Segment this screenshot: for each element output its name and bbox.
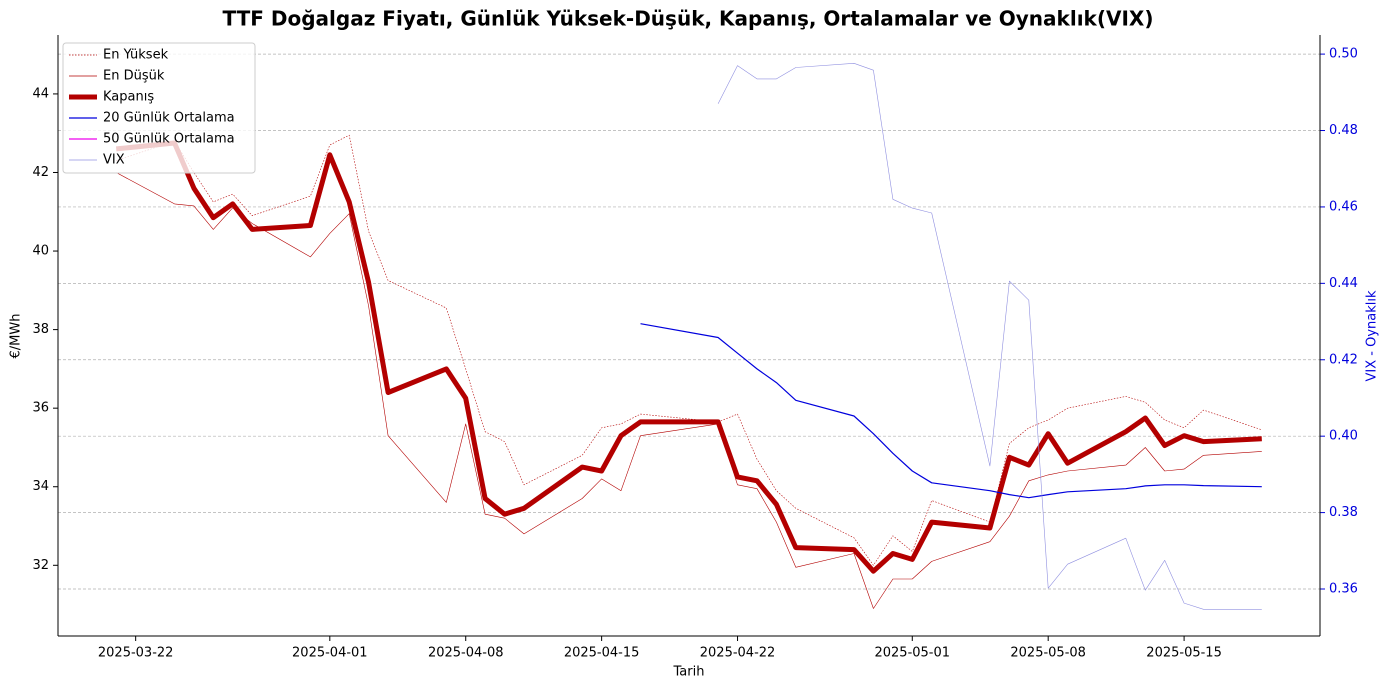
y-tick-label: 40 <box>32 244 49 259</box>
y2-axis-label: VIX - Oynaklık <box>1365 290 1380 381</box>
chart-title: TTF Doğalgaz Fiyatı, Günlük Yüksek-Düşük… <box>223 7 1154 31</box>
legend-label: 20 Günlük Ortalama <box>103 111 235 126</box>
y2-tick-label: 0.44 <box>1329 276 1358 291</box>
y2-tick-label: 0.48 <box>1329 123 1358 138</box>
y-tick-label: 32 <box>32 558 49 573</box>
y2-tick-label: 0.36 <box>1329 582 1358 597</box>
x-tick-label: 2025-03-22 <box>98 646 174 661</box>
y-axis-label: €/MWh <box>9 314 24 359</box>
legend: En Yüksek En Düşük Kapanış 20 Günlük Ortala… <box>62 42 256 174</box>
y-tick-label: 34 <box>32 479 49 494</box>
y-tick-label: 38 <box>32 322 49 337</box>
line-series <box>717 63 1262 610</box>
line-series <box>115 140 1262 574</box>
x-axis-label: Tarih <box>673 665 705 680</box>
y-tick-label: 44 <box>32 86 49 101</box>
line-series <box>640 323 1262 499</box>
x-tick-label: 2025-04-15 <box>564 646 640 661</box>
x-tick-label: 2025-04-08 <box>428 646 504 661</box>
y-tick-label: 42 <box>32 165 49 180</box>
y2-tick-label: 0.40 <box>1329 429 1358 444</box>
line-series <box>116 172 1262 609</box>
y2-tick-label: 0.46 <box>1329 199 1358 214</box>
x-tick-label: 2025-05-15 <box>1146 646 1222 661</box>
legend-label: VIX <box>103 153 125 168</box>
y2-tick-label: 0.42 <box>1329 352 1358 367</box>
x-tick-label: 2025-05-08 <box>1010 646 1086 661</box>
y2-tick-label: 0.50 <box>1329 47 1358 62</box>
x-tick-label: 2025-04-01 <box>292 646 368 661</box>
y-tick-label: 36 <box>32 401 49 416</box>
line-series <box>116 134 1262 566</box>
x-tick-label: 2025-05-01 <box>874 646 950 661</box>
x-tick-label: 2025-04-22 <box>700 646 776 661</box>
y2-tick-label: 0.38 <box>1329 505 1358 520</box>
legend-label: En Düşük <box>103 69 165 84</box>
legend-box <box>62 42 256 174</box>
legend-label: Kapanış <box>103 90 154 105</box>
legend-label: 50 Günlük Ortalama <box>103 132 235 147</box>
legend-label: En Yüksek <box>103 48 169 63</box>
